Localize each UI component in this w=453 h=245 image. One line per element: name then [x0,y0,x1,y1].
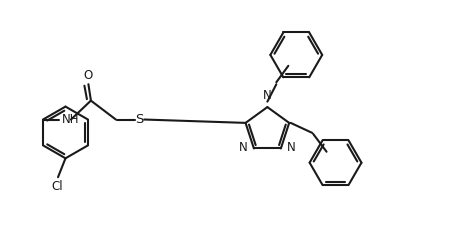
Text: Cl: Cl [51,180,63,193]
Text: S: S [135,113,144,126]
Text: N: N [287,141,296,154]
Text: NH: NH [62,113,79,126]
Text: N: N [263,89,272,102]
Text: O: O [84,69,93,82]
Text: N: N [239,141,247,154]
